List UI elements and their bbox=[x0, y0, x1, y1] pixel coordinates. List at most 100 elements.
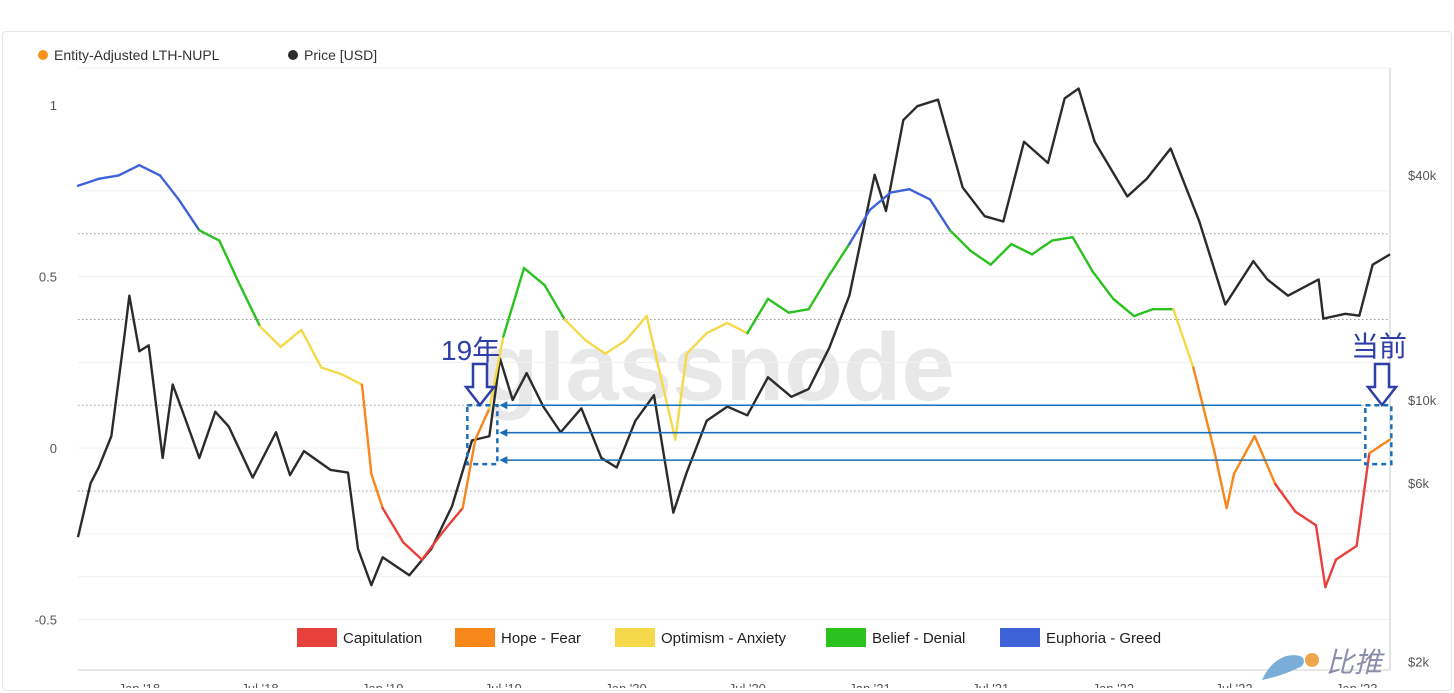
bitui-logo: 比推 bbox=[1262, 647, 1385, 680]
band-swatch bbox=[615, 628, 655, 647]
nupl-segment bbox=[1192, 366, 1216, 452]
y-right-tick-label: $40k bbox=[1408, 168, 1437, 183]
logo-text: 比推 bbox=[1326, 647, 1385, 678]
nupl-segment bbox=[848, 208, 872, 246]
nupl-segment bbox=[360, 383, 373, 476]
band-label: Euphoria - Greed bbox=[1046, 630, 1161, 647]
band-swatch bbox=[1000, 628, 1040, 647]
nupl-segment bbox=[1132, 308, 1154, 318]
legend-marker-nupl bbox=[38, 50, 48, 60]
nupl-segment bbox=[1030, 239, 1054, 256]
nupl-segment bbox=[441, 506, 464, 534]
nupl-segment bbox=[488, 335, 505, 410]
nupl-segment bbox=[645, 314, 677, 441]
nupl-segment bbox=[563, 318, 587, 342]
nupl-layer bbox=[76, 163, 1392, 589]
nupl-segment bbox=[474, 407, 491, 441]
nupl-segment bbox=[461, 438, 477, 510]
nupl-segment bbox=[828, 242, 851, 277]
band-legend: Capitulation Hope - Fear Optimism - Anxiet… bbox=[297, 628, 1161, 647]
y-right-tick-label: $10k bbox=[1408, 393, 1437, 408]
nupl-segment bbox=[868, 191, 892, 211]
nupl-segment bbox=[177, 198, 201, 232]
nupl-segment bbox=[766, 297, 790, 314]
nupl-segment bbox=[948, 229, 972, 253]
nupl-segment bbox=[117, 163, 141, 177]
watermark: glassnode bbox=[480, 314, 955, 421]
nupl-segment bbox=[138, 163, 162, 177]
legend-label-price: Price [USD] bbox=[304, 47, 377, 63]
nupl-segment bbox=[1355, 452, 1371, 548]
nupl-segment bbox=[258, 325, 282, 349]
band-swatch bbox=[297, 628, 337, 647]
arrow-left-icon bbox=[499, 428, 508, 437]
y-left-tick-label: 0 bbox=[50, 441, 57, 456]
nupl-segment bbox=[807, 273, 831, 311]
nupl-segment bbox=[584, 338, 607, 355]
highlight-box bbox=[1364, 404, 1393, 466]
nupl-segment bbox=[238, 284, 262, 328]
y-left-tick-label: 0.5 bbox=[39, 270, 57, 285]
legend-marker-price bbox=[288, 50, 298, 60]
nupl-segment bbox=[97, 174, 120, 181]
nupl-segment bbox=[340, 373, 364, 386]
nupl-segment bbox=[320, 366, 344, 376]
annotation-current-label: 当前 bbox=[1351, 331, 1407, 362]
band-swatch bbox=[826, 628, 866, 647]
price-line bbox=[76, 87, 1391, 587]
nupl-segment bbox=[522, 266, 546, 287]
nupl-segment bbox=[928, 198, 952, 232]
band-label: Capitulation bbox=[343, 630, 422, 647]
y-left-tick-label: -0.5 bbox=[35, 613, 57, 628]
coin-logo-icon bbox=[1305, 653, 1319, 667]
nupl-segment bbox=[746, 297, 770, 335]
nupl-segment bbox=[1368, 438, 1392, 455]
y-right-tick-label: $6k bbox=[1408, 476, 1429, 491]
nupl-segment bbox=[726, 321, 749, 335]
nupl-segment bbox=[1050, 235, 1074, 242]
nupl-segment bbox=[279, 328, 303, 349]
y-left-tick-label: 1 bbox=[50, 98, 57, 113]
band-label: Hope - Fear bbox=[501, 630, 581, 647]
nupl-segment bbox=[502, 266, 526, 338]
nupl-segment bbox=[1172, 308, 1195, 369]
bird-logo-icon bbox=[1262, 655, 1304, 680]
nupl-segment bbox=[989, 242, 1013, 266]
nupl-segment bbox=[198, 229, 221, 242]
nupl-segment bbox=[1112, 297, 1136, 318]
annotation-current: 当前 bbox=[1351, 331, 1407, 408]
band-label: Optimism - Anxiety bbox=[661, 630, 787, 647]
arrow-down-icon bbox=[463, 362, 497, 408]
nupl-segment bbox=[1010, 242, 1034, 256]
nupl-segment bbox=[787, 308, 810, 314]
nupl-segment bbox=[889, 187, 911, 194]
nupl-segment bbox=[674, 352, 688, 441]
band-swatch bbox=[455, 628, 495, 647]
legend-label-nupl: Entity-Adjusted LTH-NUPL bbox=[54, 47, 220, 63]
nupl-segment bbox=[402, 541, 424, 561]
arrow-left-icon bbox=[499, 401, 508, 410]
nupl-segment bbox=[158, 174, 180, 201]
arrow-down-icon bbox=[1365, 362, 1399, 408]
nupl-segment bbox=[1225, 472, 1236, 510]
nupl-segment bbox=[76, 177, 100, 187]
nupl-segment bbox=[420, 530, 444, 561]
series-legend: Entity-Adjusted LTH-NUPL Price [USD] bbox=[38, 47, 377, 63]
arrow-left-icon bbox=[499, 456, 508, 465]
annotation-2019: 19年 bbox=[441, 335, 500, 408]
nupl-segment bbox=[908, 187, 932, 201]
nupl-segment bbox=[1294, 510, 1318, 527]
y-right-tick-label: $2k bbox=[1408, 655, 1429, 670]
nupl-segment bbox=[218, 239, 242, 287]
nupl-segment bbox=[381, 506, 405, 544]
nupl-segment bbox=[1232, 434, 1256, 476]
nupl-segment bbox=[300, 328, 323, 369]
highlight-box bbox=[466, 404, 499, 466]
nupl-segment bbox=[624, 314, 648, 342]
nupl-segment bbox=[370, 472, 384, 510]
nupl-segment bbox=[685, 332, 708, 355]
price-layer bbox=[76, 87, 1391, 587]
nupl-segment bbox=[604, 338, 628, 355]
nupl-segment bbox=[1274, 482, 1297, 513]
